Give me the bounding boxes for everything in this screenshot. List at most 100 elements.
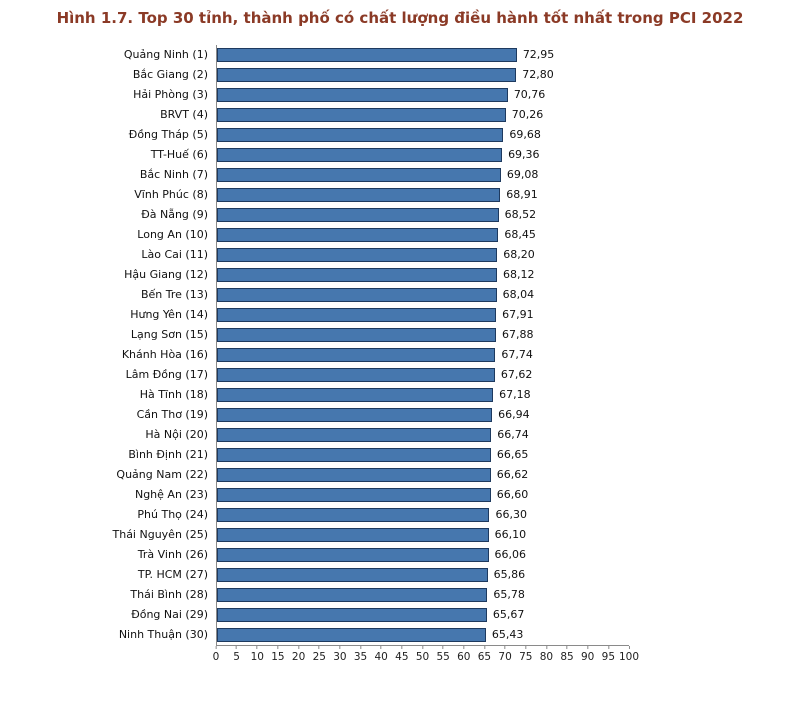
chart-row: Vĩnh Phúc (8) 68,91 [0, 184, 800, 205]
category-label: TP. HCM (27) [137, 568, 208, 581]
bar [217, 547, 489, 562]
chart-row: Thái Bình (28) 65,78 [0, 584, 800, 605]
x-tick-label: 30 [333, 650, 347, 663]
chart-row: Ninh Thuận (30) 65,43 [0, 624, 800, 645]
plot-area: 70,26 [216, 104, 628, 125]
value-label: 68,52 [504, 208, 537, 221]
plot-area: 65,78 [216, 584, 628, 605]
bar [217, 367, 495, 382]
bar [217, 447, 491, 462]
chart-row: Khánh Hòa (16) 67,74 [0, 344, 800, 365]
value-label: 66,60 [496, 488, 529, 501]
tick-mark-icon [504, 645, 506, 649]
category-label: Thái Nguyên (25) [112, 528, 209, 541]
chart-row: Bình Định (21) 66,65 [0, 444, 800, 465]
chart-row: Lạng Sơn (15) 67,88 [0, 324, 800, 345]
plot-area: 66,94 [216, 404, 628, 425]
bar [217, 407, 493, 422]
category-label: Vĩnh Phúc (8) [134, 188, 208, 201]
tick-mark-icon [587, 645, 589, 649]
plot-area: 68,20 [216, 244, 628, 265]
chart-rows: Quảng Ninh (1) 72,95 Bắc Giang (2) 72,80 Hải… [0, 44, 800, 645]
value-label: 72,95 [522, 48, 555, 61]
chart-row: Quảng Nam (22) 66,62 [0, 464, 800, 485]
tick-mark-icon [607, 645, 609, 649]
x-tick: 85 [560, 645, 574, 663]
x-tick-label: 50 [415, 650, 430, 663]
value-label: 67,74 [501, 348, 533, 361]
bar [217, 507, 490, 522]
bar [217, 347, 496, 362]
category-label: Long An (10) [137, 228, 208, 241]
bar [217, 207, 499, 222]
value-label: 66,10 [494, 528, 527, 541]
value-label: 68,20 [503, 248, 535, 261]
category-label: Nghệ An (23) [134, 488, 208, 501]
chart-row: Bắc Ninh (7) 69,08 [0, 164, 800, 185]
bar [217, 147, 503, 162]
plot-area: 69,68 [216, 124, 628, 145]
plot-area: 68,04 [216, 284, 628, 305]
x-tick-label: 55 [436, 650, 450, 663]
value-label: 66,94 [498, 408, 530, 421]
tick-mark-icon [566, 645, 568, 649]
bar [217, 127, 504, 142]
chart-row: TT-Huế (6) 69,36 [0, 144, 800, 165]
x-tick: 10 [250, 645, 264, 663]
plot-area: 65,86 [216, 564, 628, 585]
bar [217, 47, 517, 62]
tick-mark-icon [360, 645, 362, 649]
value-label: 67,18 [499, 388, 531, 401]
value-label: 66,06 [494, 548, 527, 561]
value-label: 68,45 [504, 228, 536, 241]
x-tick: 35 [353, 645, 368, 663]
plot-area: 66,62 [216, 464, 628, 485]
bar [217, 267, 497, 282]
bar [217, 227, 499, 242]
plot-area: 67,62 [216, 364, 628, 385]
tick-mark-icon [256, 645, 258, 649]
x-tick-label: 100 [618, 650, 640, 663]
chart-row: Long An (10) 68,45 [0, 224, 800, 245]
chart-row: Nghệ An (23) 66,60 [0, 484, 800, 505]
x-tick-label: 75 [519, 650, 533, 663]
x-tick-label: 60 [457, 650, 471, 663]
chart-row: Trà Vinh (26) 66,06 [0, 544, 800, 565]
x-tick-label: 35 [353, 650, 368, 663]
plot-area: 65,67 [216, 604, 628, 625]
plot-area: 68,12 [216, 264, 628, 285]
category-label: Bến Tre (13) [140, 288, 208, 301]
plot-area: 68,52 [216, 204, 628, 225]
bar [217, 247, 498, 262]
category-label: Lạng Sơn (15) [130, 328, 208, 341]
plot-area: 67,18 [216, 384, 628, 405]
category-label: Khánh Hòa (16) [121, 348, 208, 361]
x-tick-label: 0 [212, 650, 220, 663]
x-tick-label: 45 [395, 650, 409, 663]
x-tick: 0 [212, 645, 220, 663]
chart-row: BRVT (4) 70,26 [0, 104, 800, 125]
value-label: 70,76 [513, 88, 546, 101]
chart-row: Hà Tĩnh (18) 67,18 [0, 384, 800, 405]
value-label: 66,30 [495, 508, 527, 521]
tick-mark-icon [215, 645, 217, 649]
category-label: Hải Phòng (3) [133, 88, 208, 101]
plot-area: 68,91 [216, 184, 628, 205]
x-tick-label: 25 [312, 650, 326, 663]
x-tick-label: 20 [291, 650, 306, 663]
plot-area: 72,95 [216, 44, 628, 65]
plot-area: 72,80 [216, 64, 628, 85]
value-label: 69,36 [508, 148, 540, 161]
value-label: 65,43 [491, 628, 524, 641]
x-tick-label: 10 [250, 650, 264, 663]
tick-mark-icon [318, 645, 320, 649]
value-label: 68,04 [502, 288, 535, 301]
category-label: Đồng Tháp (5) [128, 128, 208, 141]
category-label: Bắc Giang (2) [132, 68, 208, 81]
category-label: Cần Thơ (19) [136, 408, 208, 421]
x-tick-label: 70 [498, 650, 512, 663]
category-label: Quảng Nam (22) [116, 468, 208, 481]
chart-row: Thái Nguyên (25) 66,10 [0, 524, 800, 545]
plot-area: 66,06 [216, 544, 628, 565]
plot-area: 67,91 [216, 304, 628, 325]
